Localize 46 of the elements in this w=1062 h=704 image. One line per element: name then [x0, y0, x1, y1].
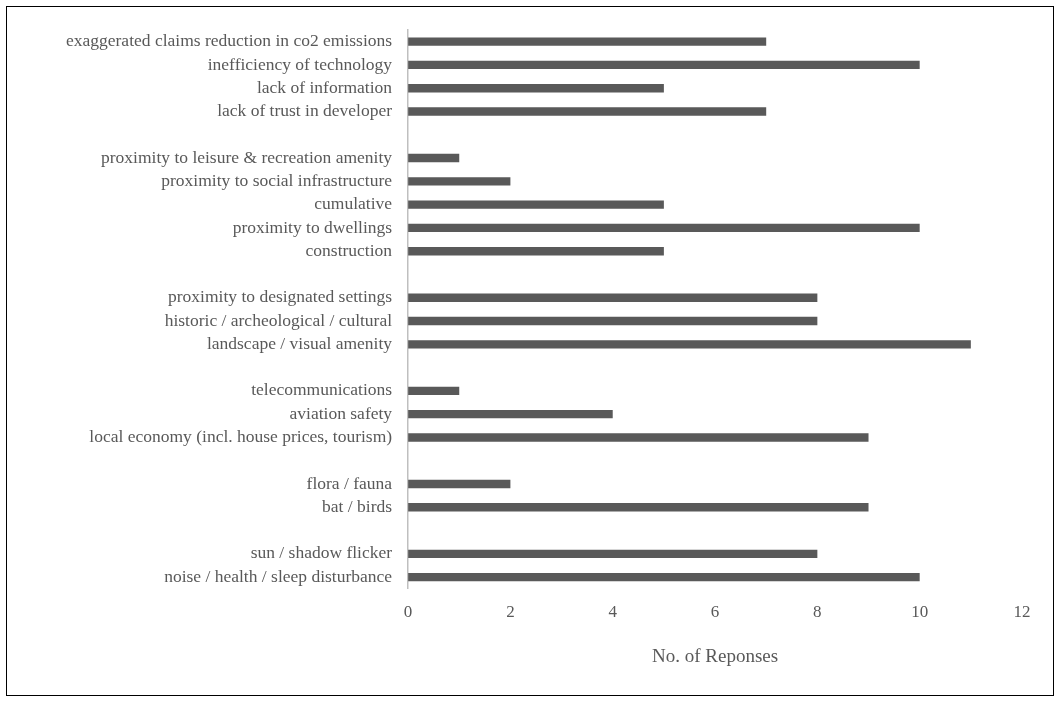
x-tick-label: 10 [911, 602, 929, 622]
bar [408, 153, 460, 163]
x-tick-label: 0 [403, 602, 413, 622]
bar [408, 479, 511, 489]
bar [408, 409, 613, 419]
bar [408, 223, 920, 233]
bar [408, 293, 818, 302]
y-tick-label: aviation safety [289, 402, 393, 423]
bar [408, 200, 664, 209]
bar [408, 549, 818, 559]
bar [408, 340, 971, 349]
y-tick-label: noise / health / sleep disturbance [164, 565, 393, 586]
y-tick-label: lack of trust in developer [217, 100, 393, 121]
y-tick-label: construction [305, 239, 393, 260]
y-tick-label: flora / fauna [306, 472, 393, 493]
bar [408, 433, 869, 442]
y-tick-label: exaggerated claims reduction in co2 emissions [65, 30, 393, 51]
bar [408, 37, 767, 46]
y-tick-label: landscape / visual amenity [206, 332, 393, 353]
bar [408, 60, 920, 70]
x-tick-label: 4 [608, 602, 618, 622]
x-tick-label: 8 [813, 602, 822, 622]
y-tick-label: proximity to leisure & recreation amenity [100, 146, 393, 167]
y-tick-label: proximity to dwellings [232, 216, 393, 237]
y-tick-label: proximity to designated settings [168, 286, 393, 307]
y-tick-label: cumulative [314, 193, 393, 214]
bar [408, 177, 511, 186]
x-tick-label: 2 [506, 602, 515, 622]
y-tick-label: telecommunications [251, 379, 393, 400]
x-tick-label: 12 [1013, 602, 1031, 622]
y-tick-label: historic / archeological / cultural [164, 309, 393, 330]
bar [408, 316, 818, 326]
y-tick-label: lack of information [256, 76, 393, 97]
bar [408, 572, 920, 582]
y-tick-label: sun / shadow flicker [250, 542, 393, 563]
y-tick-label: bat / birds [322, 495, 393, 516]
bar [408, 503, 869, 512]
bar [408, 386, 460, 396]
y-tick-label: proximity to social infrastructure [161, 169, 393, 190]
y-tick-label: inefficiency of technology [207, 53, 393, 74]
y-tick-label: local economy (incl. house prices, tourism) [89, 426, 393, 447]
bar [408, 247, 664, 256]
bar [408, 84, 664, 93]
bar [408, 107, 767, 116]
x-tick-label: 6 [710, 602, 720, 622]
x-axis-title: No. of Reponses [651, 644, 779, 666]
